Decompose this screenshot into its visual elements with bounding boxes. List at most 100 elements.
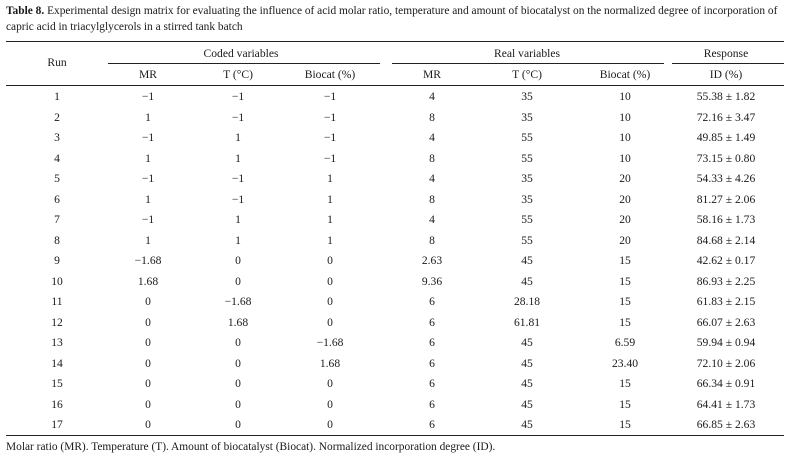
cell-real-mr: 6 <box>429 377 435 390</box>
cell-coded-temperature: 0 <box>235 356 241 370</box>
cell-real-mr: 8 <box>429 151 435 165</box>
cell-run: 6 <box>54 192 60 206</box>
cell-real-biocat: 15 <box>619 254 631 267</box>
cell-real-biocat: 15 <box>619 315 631 329</box>
cell-real-temperature: 55 <box>521 151 533 165</box>
subheader-coded-mr: MR <box>138 68 158 81</box>
cell-real-temperature: 45 <box>521 377 533 390</box>
table-caption-text: Experimental design matrix for evaluatin… <box>6 5 778 33</box>
cell-coded-temperature: 0 <box>235 397 241 411</box>
table-bottom-rule <box>6 435 784 436</box>
cell-real-biocat: 20 <box>619 213 631 226</box>
cell-real-biocat: 15 <box>619 274 631 288</box>
cell-coded-temperature: 1.68 <box>227 315 249 329</box>
header-run: Run <box>47 56 67 69</box>
cell-coded-biocat: 1 <box>327 233 333 247</box>
cell-real-mr: 6 <box>429 315 435 329</box>
cell-run: 17 <box>51 418 63 431</box>
cell-coded-mr: 0 <box>145 397 151 411</box>
cell-coded-temperature: −1.68 <box>224 295 252 308</box>
cell-response-id: 61.83 ± 2.15 <box>696 295 756 308</box>
cell-real-mr: 6 <box>429 397 435 411</box>
cell-coded-mr: 1 <box>145 192 151 206</box>
cell-real-temperature: 61.81 <box>513 315 541 329</box>
cell-real-mr: 6 <box>429 336 435 349</box>
cell-coded-biocat: 0 <box>327 274 333 288</box>
cell-real-mr: 6 <box>429 295 435 308</box>
cell-coded-biocat: 1 <box>327 172 333 185</box>
cell-coded-temperature: 0 <box>235 254 241 267</box>
cell-real-mr: 6 <box>429 418 435 431</box>
subheader-coded-biocat: Biocat (%) <box>304 68 356 81</box>
cell-real-mr: 4 <box>429 213 435 226</box>
cell-run: 8 <box>54 233 60 247</box>
cell-coded-biocat: 0 <box>327 295 333 308</box>
table-label: Table 8. <box>6 5 45 17</box>
cell-real-temperature: 45 <box>521 397 533 411</box>
cell-response-id: 58.16 ± 1.73 <box>696 213 756 226</box>
cell-real-biocat: 20 <box>619 172 631 185</box>
cell-coded-biocat: 1 <box>327 213 333 226</box>
cell-response-id: 66.34 ± 0.91 <box>696 377 756 390</box>
subheader-real-mr: MR <box>422 68 442 81</box>
cell-response-id: 49.85 ± 1.49 <box>696 131 756 144</box>
cell-real-temperature: 45 <box>521 336 533 349</box>
cell-coded-biocat: −1.68 <box>316 336 344 349</box>
cell-coded-temperature: 1 <box>235 213 241 226</box>
subheader-response-id: ID (%) <box>709 68 743 81</box>
cell-run: 1 <box>54 90 60 103</box>
cell-real-temperature: 35 <box>521 90 533 103</box>
cell-coded-biocat: 0 <box>327 254 333 267</box>
response-group-rule <box>672 63 784 64</box>
cell-response-id: 81.27 ± 2.06 <box>696 192 756 206</box>
cell-real-temperature: 45 <box>521 254 533 267</box>
cell-run: 12 <box>51 315 63 329</box>
cell-coded-temperature: 1 <box>235 151 241 165</box>
cell-coded-biocat: 1.68 <box>319 356 341 370</box>
cell-real-biocat: 10 <box>619 131 631 144</box>
cell-coded-temperature: −1 <box>231 172 245 185</box>
cell-run: 3 <box>54 131 60 144</box>
cell-coded-temperature: 1 <box>235 233 241 247</box>
cell-coded-mr: −1 <box>141 90 155 103</box>
cell-coded-biocat: −1 <box>323 110 337 124</box>
cell-real-temperature: 28.18 <box>513 295 541 308</box>
cell-real-temperature: 45 <box>521 274 533 288</box>
cell-real-temperature: 45 <box>521 356 533 370</box>
cell-coded-mr: 0 <box>145 418 151 431</box>
real-group-rule <box>392 63 664 64</box>
cell-real-biocat: 10 <box>619 151 631 165</box>
cell-run: 11 <box>51 295 63 308</box>
table-top-rule <box>6 41 784 42</box>
cell-coded-mr: 0 <box>145 315 151 329</box>
cell-real-biocat: 15 <box>619 295 631 308</box>
cell-run: 16 <box>51 397 63 411</box>
cell-response-id: 86.93 ± 2.25 <box>696 274 756 288</box>
header-coded-variables: Coded variables <box>203 47 279 60</box>
cell-response-id: 73.15 ± 0.80 <box>696 151 756 165</box>
header-bottom-rule <box>6 85 784 86</box>
subheader-real-temperature: T (°C) <box>512 68 542 81</box>
cell-real-mr: 6 <box>429 356 435 370</box>
cell-coded-mr: −1 <box>141 172 155 185</box>
cell-real-temperature: 35 <box>521 110 533 124</box>
cell-response-id: 72.10 ± 2.06 <box>696 356 756 370</box>
cell-coded-mr: 1 <box>145 233 151 247</box>
cell-real-mr: 8 <box>429 192 435 206</box>
cell-coded-biocat: 0 <box>327 315 333 329</box>
table-footnote: Molar ratio (MR). Temperature (T). Amoun… <box>6 441 496 453</box>
cell-coded-biocat: 0 <box>327 397 333 411</box>
cell-real-temperature: 35 <box>521 172 533 185</box>
cell-real-biocat: 23.40 <box>611 356 639 370</box>
cell-response-id: 54.33 ± 4.26 <box>696 172 756 185</box>
cell-real-biocat: 20 <box>619 233 631 247</box>
cell-run: 2 <box>54 110 60 124</box>
header-real-variables: Real variables <box>494 47 560 60</box>
table-caption: Table 8. Experimental design matrix for … <box>6 3 784 35</box>
cell-response-id: 64.41 ± 1.73 <box>696 397 756 411</box>
cell-coded-temperature: 0 <box>235 336 241 349</box>
cell-coded-temperature: −1 <box>231 110 245 124</box>
cell-coded-mr: −1 <box>141 213 155 226</box>
cell-coded-biocat: −1 <box>323 151 337 165</box>
cell-real-mr: 4 <box>429 172 435 185</box>
